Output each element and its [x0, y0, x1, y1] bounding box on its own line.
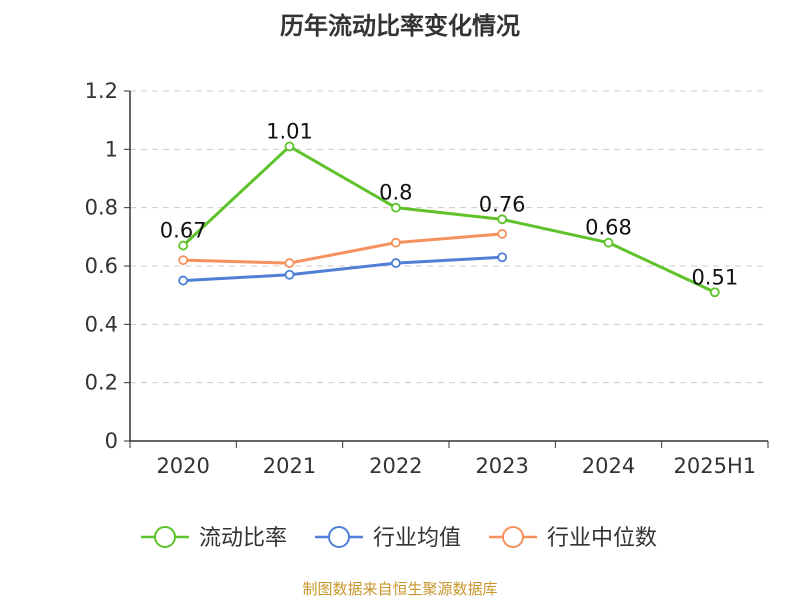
chart-title: 历年流动比率变化情况 — [280, 12, 520, 40]
y-tick-label: 1.2 — [85, 79, 118, 103]
x-tick-label: 2023 — [475, 454, 528, 478]
data-point[interactable] — [497, 252, 508, 263]
data-label: 0.51 — [691, 265, 738, 289]
data-label: 0.76 — [479, 192, 526, 216]
legend-marker — [154, 526, 176, 548]
y-tick-label: 0.6 — [85, 254, 118, 278]
data-label: 0.68 — [585, 216, 632, 240]
y-tick-label: 1 — [105, 137, 118, 161]
data-point[interactable] — [284, 141, 295, 152]
data-label: 0.67 — [160, 219, 207, 243]
x-tick-label: 2021 — [263, 454, 316, 478]
legend-item[interactable]: 行业中位数 — [489, 526, 657, 551]
data-point[interactable] — [390, 202, 401, 213]
series-line — [183, 232, 503, 265]
legend-item[interactable]: 行业均值 — [315, 526, 461, 551]
data-point[interactable] — [497, 229, 508, 239]
legend-label: 流动比率 — [199, 526, 287, 551]
legend: 流动比率 行业均值 行业中位数 — [141, 526, 657, 551]
legend-item[interactable]: 流动比率 — [141, 526, 287, 551]
data-point[interactable] — [497, 214, 508, 225]
data-point[interactable] — [284, 258, 295, 268]
x-tick-label: 2022 — [369, 454, 422, 478]
x-tick-label: 2020 — [156, 454, 209, 478]
data-point[interactable] — [178, 240, 189, 251]
y-tick-label: 0.8 — [85, 196, 118, 220]
legend-marker — [328, 526, 350, 548]
data-labels: 0.67 1.01 0.8 0.76 0.68 0.51 — [160, 119, 738, 289]
y-tick-label: 0.2 — [85, 371, 118, 395]
x-tick-label: 2025H1 — [674, 454, 757, 478]
axes: 0 0.2 0.4 0.6 0.8 1 1.2 2020 2021 2022 2023 2024 202… — [85, 79, 769, 478]
data-point[interactable] — [178, 255, 189, 266]
data-label: 1.01 — [266, 119, 313, 143]
series-line — [183, 255, 503, 283]
x-tick-label: 2024 — [582, 454, 635, 478]
y-tick-label: 0 — [105, 429, 118, 453]
data-point[interactable] — [390, 237, 401, 248]
source-note: 制图数据来自恒生聚源数据库 — [302, 580, 498, 598]
series-layer — [178, 141, 720, 298]
grid-lines — [130, 90, 768, 384]
legend-label: 行业中位数 — [547, 526, 657, 551]
data-point[interactable] — [603, 237, 614, 248]
data-label: 0.8 — [379, 181, 412, 205]
data-point[interactable] — [284, 269, 295, 280]
series-line — [182, 144, 716, 294]
data-point[interactable] — [709, 287, 720, 298]
data-point[interactable] — [178, 275, 189, 286]
y-tick-label: 0.4 — [85, 312, 118, 336]
legend-label: 行业均值 — [373, 526, 461, 551]
legend-marker — [502, 526, 524, 548]
data-point[interactable] — [390, 258, 401, 268]
